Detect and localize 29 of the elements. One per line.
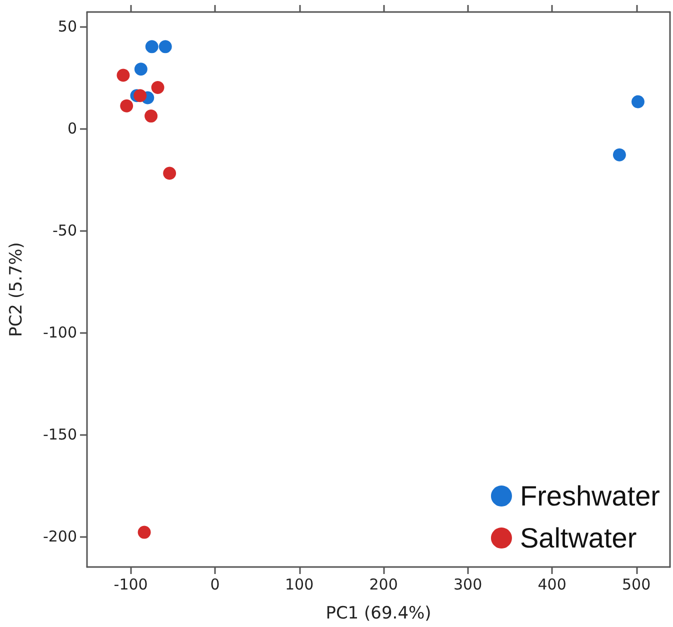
point xyxy=(116,68,130,82)
point xyxy=(145,40,158,54)
point xyxy=(612,148,626,162)
point xyxy=(151,81,164,94)
legend-label: Saltwater xyxy=(520,522,637,554)
point xyxy=(144,110,158,123)
x-tick-label: 400 xyxy=(538,576,566,594)
point xyxy=(632,95,644,108)
point xyxy=(158,40,172,54)
y-tick-label: -200 xyxy=(42,527,77,546)
x-tick-label: 100 xyxy=(284,576,314,594)
x-tick-label: -100 xyxy=(114,576,148,594)
point xyxy=(134,89,147,102)
x-axis-title: PC1 (69.4%) xyxy=(326,604,432,624)
y-tick-label: -150 xyxy=(42,425,77,444)
x-tick-label: 500 xyxy=(622,576,651,594)
y-axis-title: PC2 (5.7%) xyxy=(6,242,26,337)
y-tick-label: 0 xyxy=(67,119,77,138)
point xyxy=(163,166,176,180)
point xyxy=(138,526,151,539)
y-tick-label: 50 xyxy=(58,17,77,36)
y-tick-label: -50 xyxy=(52,221,77,240)
x-tick-label: 300 xyxy=(453,576,482,594)
y-tick-label: -100 xyxy=(42,323,77,342)
point xyxy=(120,99,134,112)
point xyxy=(134,62,148,76)
x-tick-label: 0 xyxy=(210,576,220,594)
legend-label: Freshwater xyxy=(520,480,660,512)
x-tick-label: 200 xyxy=(369,576,398,594)
